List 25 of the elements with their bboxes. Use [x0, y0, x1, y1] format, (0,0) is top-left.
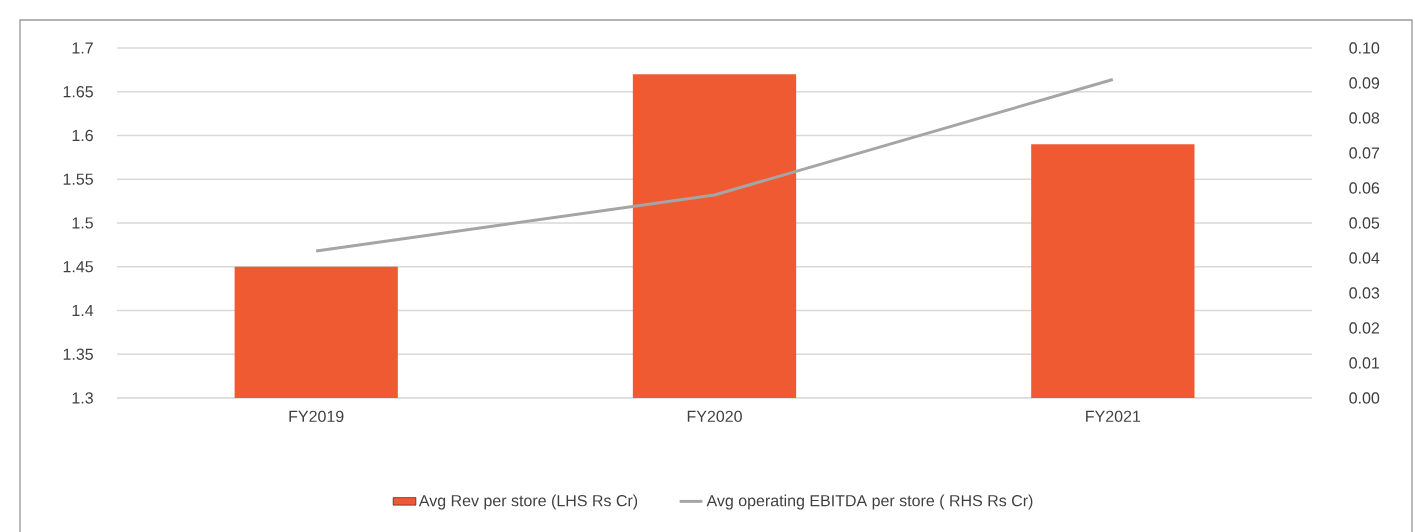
x-tick-label: FY2021 — [1086, 410, 1141, 423]
y2-tick-label: 0.06 — [1349, 182, 1380, 194]
y-tick-label: 1.45 — [63, 261, 93, 273]
y-tick-label: 1.6 — [72, 129, 93, 142]
y2-tick-label: 0.07 — [1349, 147, 1380, 159]
legend-label: Avg Rev per store (LHS Rs Cr) — [418, 494, 638, 510]
y2-tick-label: 0.03 — [1349, 287, 1380, 299]
legend-label: Avg operating EBITDA per store ( RHS Rs Cr) — [706, 494, 1033, 510]
y2-tick-label: 0.04 — [1349, 252, 1380, 264]
y2-tick-label: 0.00 — [1349, 392, 1380, 404]
y-tick-label: 1.4 — [72, 304, 94, 316]
y-tick-label: 1.35 — [63, 348, 93, 360]
y2-tick-label: 0.09 — [1349, 77, 1380, 89]
y-tick-label: 1.5 — [72, 217, 93, 229]
x-tick-label: FY2020 — [687, 410, 742, 423]
y-tick-label: 1.3 — [72, 392, 93, 404]
x-tick-label: FY2019 — [289, 410, 344, 423]
y2-tick-label: 0.01 — [1349, 357, 1380, 369]
y2-tick-label: 0.10 — [1349, 42, 1380, 54]
y-tick-label: 1.55 — [63, 173, 93, 185]
y-tick-label: 1.65 — [63, 86, 93, 98]
y2-tick-label: 0.08 — [1349, 112, 1380, 124]
y-tick-label: 1.7 — [72, 42, 93, 54]
y2-tick-label: 0.05 — [1349, 217, 1380, 229]
y2-tick-label: 0.02 — [1349, 322, 1380, 334]
